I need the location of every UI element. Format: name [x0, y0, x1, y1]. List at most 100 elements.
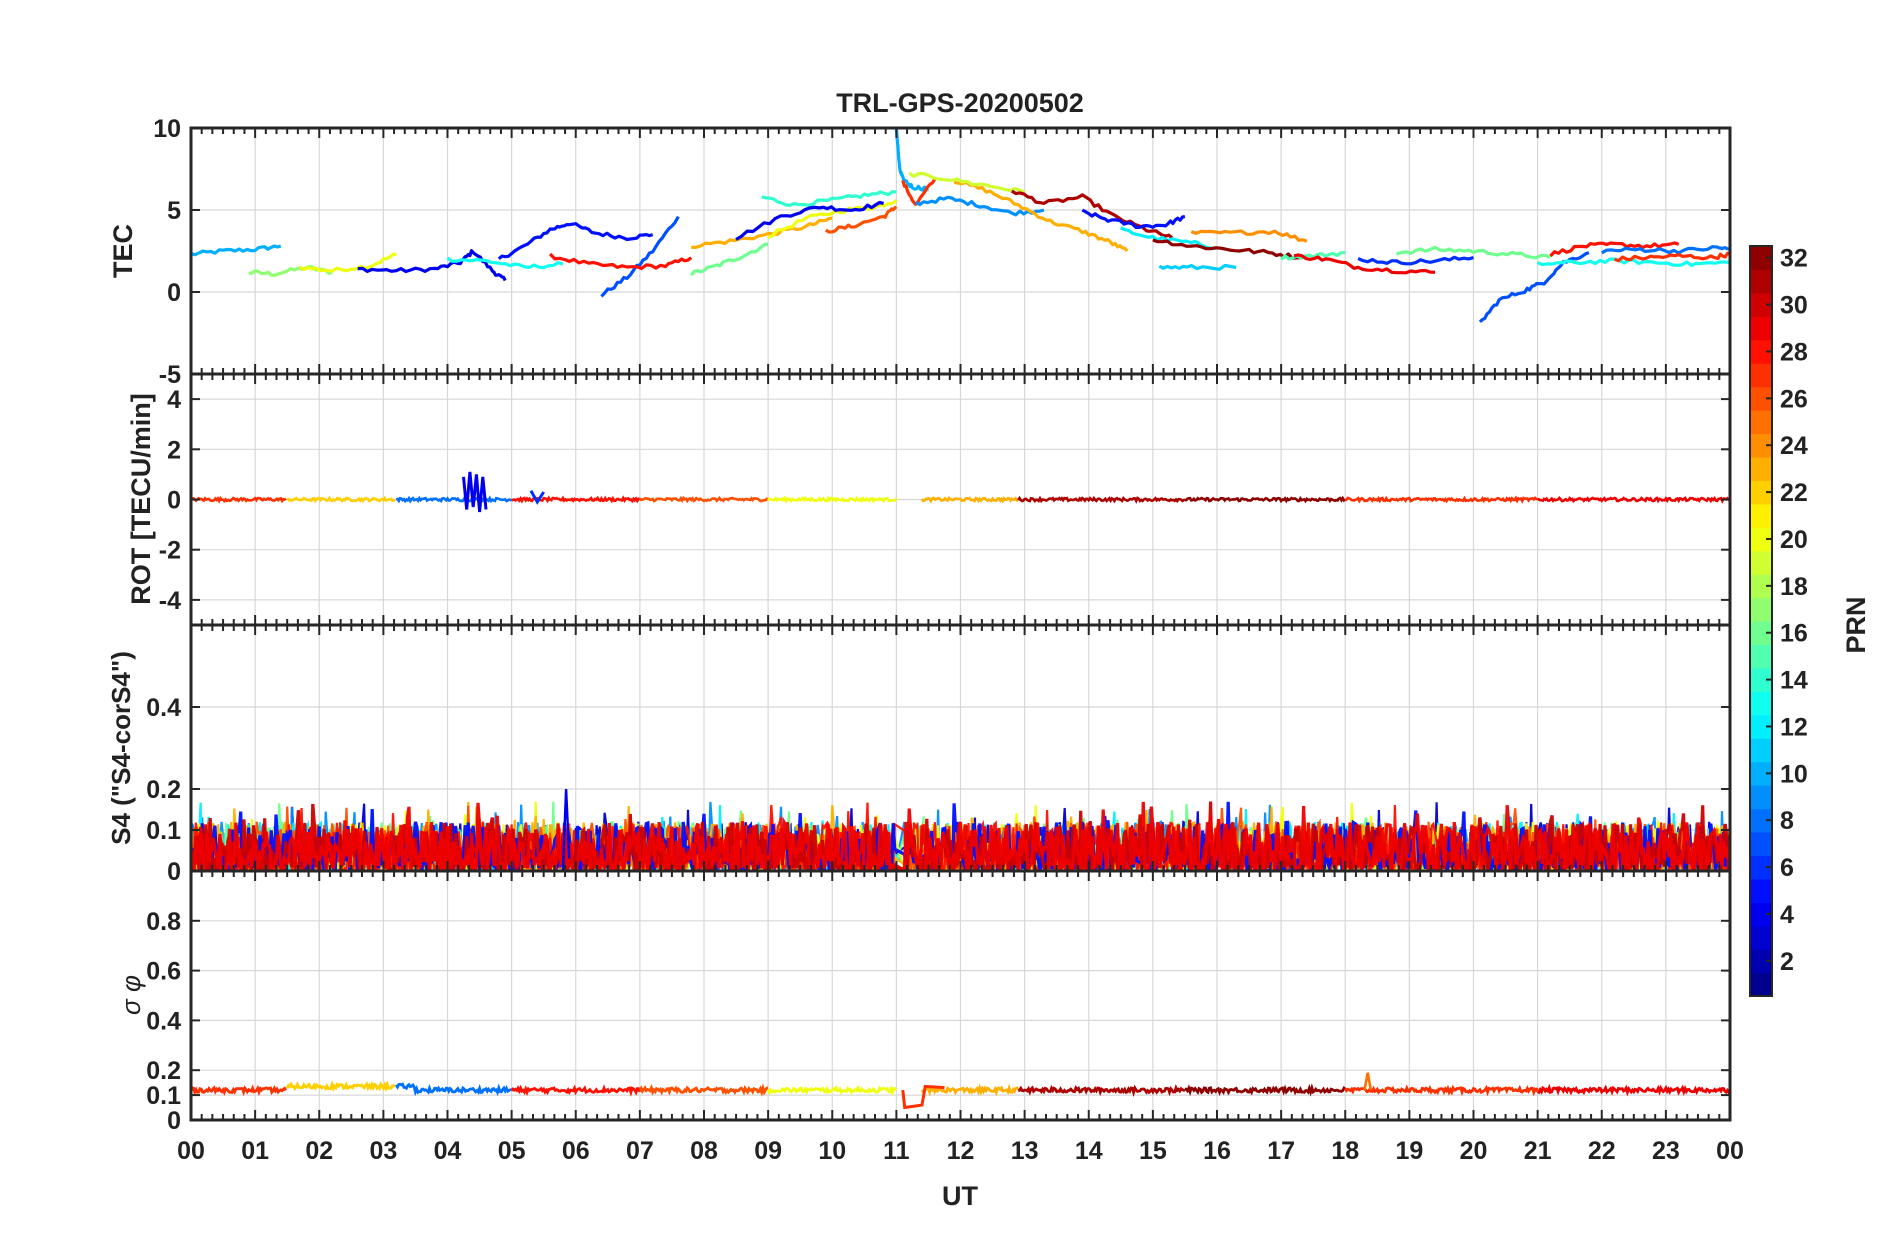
tec-series-line — [1158, 263, 1237, 271]
x-tick-label: 23 — [1652, 1137, 1680, 1165]
colorbar-step — [1750, 246, 1772, 271]
colorbar-step — [1750, 761, 1772, 786]
tec-series-line — [191, 244, 282, 257]
tec-series — [191, 129, 1730, 324]
colorbar-step — [1750, 738, 1772, 763]
sigma-phi-grid — [190, 871, 1731, 1121]
sigma-phi-series — [191, 1072, 1730, 1110]
y-tick-label: 10 — [153, 115, 181, 143]
sigma-phi-series-line — [285, 1080, 396, 1093]
y-tick-label: 0.1 — [146, 1082, 181, 1110]
colorbar-tick-label: 26 — [1780, 385, 1808, 413]
colorbar-step — [1750, 902, 1772, 927]
colorbar-step — [1750, 339, 1772, 364]
tec-series-line — [824, 205, 898, 234]
colorbar-step — [1750, 831, 1772, 856]
colorbar-tick-label: 16 — [1780, 620, 1808, 648]
s4-peak-line — [561, 788, 571, 871]
panel-rot: -4 -2 0 2 4 ROT [TECU/min] — [126, 372, 1732, 627]
colorbar-tick-label: 18 — [1780, 573, 1808, 601]
sigma-phi-series-line — [638, 1083, 769, 1097]
x-tick-label: 21 — [1524, 1137, 1552, 1165]
tec-series-line — [548, 252, 693, 271]
tec-series-line — [1549, 241, 1680, 258]
x-tick-label: 05 — [498, 1137, 526, 1165]
x-tick-label: 09 — [754, 1137, 782, 1165]
y-tick-label: 4 — [167, 386, 181, 414]
chart-title: TRL-GPS-20200502 — [836, 88, 1084, 118]
colorbar-tick-label: 10 — [1780, 760, 1808, 788]
sigma-phi-series-line — [1344, 1084, 1539, 1097]
x-tick-label: 11 — [883, 1137, 910, 1165]
sigma-phi-series-line — [1536, 1083, 1730, 1097]
rot-y-tick-labels: -4 -2 0 2 4 — [159, 386, 181, 615]
tec-series-line — [1010, 189, 1174, 240]
tec-series-line — [1396, 245, 1552, 260]
colorbar-tick-label: 28 — [1780, 338, 1808, 366]
colorbar-step — [1750, 644, 1772, 669]
tec-series-line — [691, 216, 833, 249]
x-tick-labels: 00 01 02 03 04 05 06 07 08 09 10 11 12 13 14 15 16 17 18 19… — [177, 1137, 1744, 1165]
colorbar-tick-label: 2 — [1780, 948, 1794, 976]
tec-y-tick-labels: -5 0 5 10 — [153, 115, 181, 389]
rot-series-line — [1184, 495, 1347, 504]
colorbar-step — [1750, 621, 1772, 646]
tec-grid — [190, 127, 1731, 375]
sigma-phi-series-line — [510, 1084, 642, 1097]
rot-series-line — [286, 495, 396, 504]
y-tick-label: 2 — [167, 436, 181, 464]
tec-series-line — [689, 242, 769, 277]
y-tick-label: 0.2 — [146, 776, 181, 804]
x-tick-label: 07 — [626, 1137, 654, 1165]
s4-series — [191, 788, 1730, 871]
colorbar-step — [1750, 855, 1772, 880]
x-tick-label: 13 — [1011, 1137, 1039, 1165]
colorbar-step — [1750, 363, 1772, 388]
colorbar-step — [1750, 785, 1772, 810]
tec-series-line — [1536, 257, 1730, 267]
colorbar-tick-label: 30 — [1780, 292, 1808, 320]
y-tick-label: 0.4 — [146, 694, 181, 722]
colorbar-step — [1750, 269, 1772, 294]
x-tick-label: 20 — [1460, 1137, 1488, 1165]
tec-series-line — [1081, 208, 1186, 229]
x-tick-label: 08 — [690, 1137, 718, 1165]
rot-series — [191, 471, 1730, 513]
x-tick-label: 19 — [1395, 1137, 1423, 1165]
colorbar-step — [1750, 550, 1772, 575]
x-tick-label: 17 — [1267, 1137, 1295, 1165]
sigma-phi-series-line — [920, 1083, 1020, 1097]
colorbar-step — [1750, 527, 1772, 552]
colorbar-step — [1750, 574, 1772, 599]
y-tick-label: -5 — [159, 361, 181, 389]
colorbar-step — [1750, 410, 1772, 435]
colorbar-tick-label: 4 — [1780, 901, 1794, 929]
colorbar-tick-label: 12 — [1780, 713, 1808, 741]
colorbar-label: PRN — [1841, 596, 1871, 653]
y-tick-label: 0 — [167, 1107, 181, 1135]
colorbar-step — [1750, 292, 1772, 317]
colorbar-tick-label: 22 — [1780, 479, 1808, 507]
colorbar-tick-label: 8 — [1780, 807, 1794, 835]
x-tick-label: 12 — [947, 1137, 975, 1165]
colorbar-step — [1750, 925, 1772, 950]
x-tick-label: 10 — [818, 1137, 846, 1165]
y-tick-label: 0.2 — [146, 1057, 181, 1085]
y-tick-label: 5 — [167, 197, 181, 225]
x-tick-label: 14 — [1075, 1137, 1103, 1165]
y-tick-label: 0.1 — [146, 817, 181, 845]
sigma-phi-series-line — [1184, 1083, 1347, 1097]
x-tick-label: 18 — [1331, 1137, 1359, 1165]
x-tick-label: 01 — [241, 1137, 269, 1165]
rot-series-line — [395, 495, 513, 504]
tec-series-line — [761, 190, 897, 207]
colorbar-step — [1750, 456, 1772, 481]
rot-series-line — [1537, 495, 1730, 504]
sigma-phi-peak-line — [1363, 1072, 1373, 1091]
tec-series-line — [1190, 229, 1308, 243]
colorbar-tick-label: 6 — [1780, 854, 1794, 882]
y-tick-label: 0 — [167, 279, 181, 307]
